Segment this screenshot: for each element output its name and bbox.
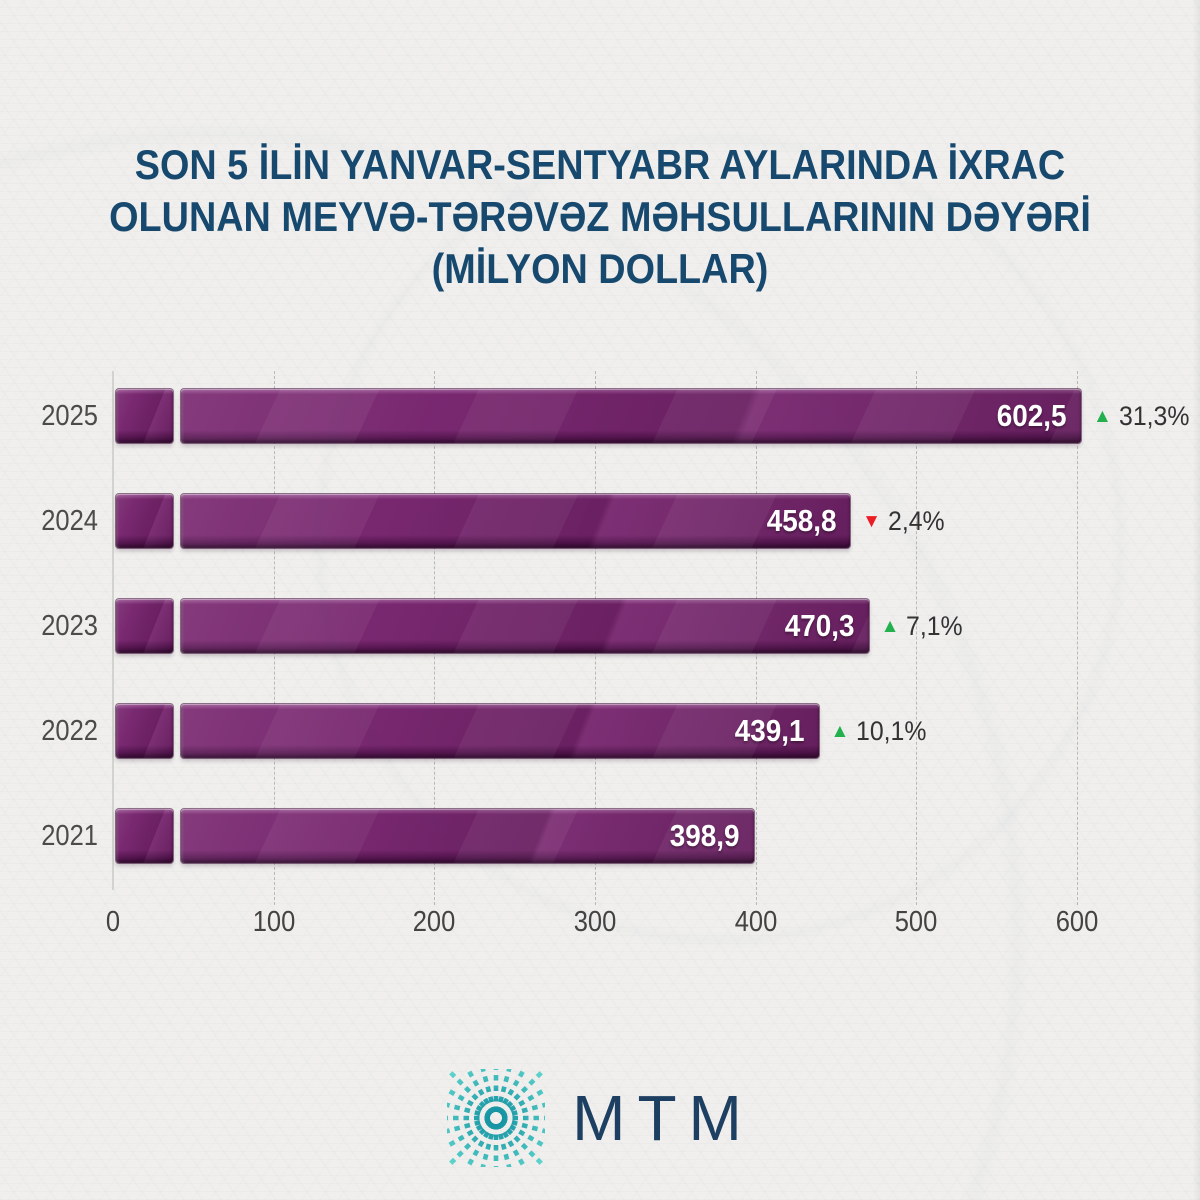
change-percent-label: 31,3% [1118,400,1190,431]
x-tick-label-500: 500 [895,906,938,938]
chart-row-2022: 2022 439,1 ▲ 10,1% [0,704,1200,758]
bar: 458,8 [181,494,851,548]
bar: 398,9 [181,809,754,863]
bar-value-label: 602,5 [997,398,1067,433]
bar-cap [116,494,173,548]
bar-value-label: 398,9 [670,818,740,853]
gridline-600 [1077,371,1078,905]
gridline-500 [916,371,918,905]
year-label: 2021 [41,820,98,852]
x-tick-label-300: 300 [573,906,617,938]
change-badge: ▼ 2,4% [862,494,949,548]
bar: 602,5 [181,389,1081,443]
chart-row-2025: 2025 602,5 ▲ 31,3% [0,389,1200,443]
x-tick-label-600: 600 [1055,906,1099,938]
bar-cap [116,809,173,863]
up-triangle-icon: ▲ [830,720,850,742]
mtm-logo: MTM [0,1066,1200,1170]
up-triangle-icon: ▲ [880,615,900,637]
change-percent-label: 10,1% [856,715,927,746]
x-tick-label-100: 100 [252,906,295,938]
mtm-starburst-icon [447,1069,546,1167]
change-percent-label: 2,4% [887,505,945,536]
bar-cap [116,704,173,758]
chart-title: SON 5 İLİN YANVAR-SENTYABR AYLARINDA İXR… [60,139,1140,295]
year-label: 2023 [41,610,98,642]
bar-cap [116,599,173,653]
chart-title-line-1: SON 5 İLİN YANVAR-SENTYABR AYLARINDA İXR… [134,141,1066,188]
y-axis-line [112,371,114,890]
bar: 470,3 [181,599,869,653]
year-label: 2022 [41,715,98,747]
change-percent-label: 7,1% [906,610,964,641]
chart-row-2021: 2021 398,9 [0,809,1200,863]
chart-title-line-3: (MİLYON DOLLAR) [431,245,769,292]
bar-cap [116,389,173,443]
change-badge: ▲ 31,3% [1093,389,1195,443]
x-tick-label-0: 0 [105,906,121,938]
bar-value-label: 470,3 [784,608,855,643]
year-label: 2025 [41,400,98,432]
chart-row-2024: 2024 458,8 ▼ 2,4% [0,494,1200,548]
chart-title-line-2: OLUNAN MEYVƏ-TƏRƏVƏZ MƏHSULLARININ DƏYƏR… [109,193,1091,240]
year-label: 2024 [41,505,98,537]
chart-row-2023: 2023 470,3 ▲ 7,1% [0,599,1200,653]
bar: 439,1 [181,704,819,758]
bar-value-label: 439,1 [734,713,805,748]
x-tick-label-400: 400 [734,906,777,938]
change-badge: ▲ 7,1% [881,599,968,653]
down-triangle-icon: ▼ [862,510,881,532]
bar-value-label: 458,8 [766,503,837,538]
x-tick-label-200: 200 [413,906,456,938]
change-badge: ▲ 10,1% [831,704,933,758]
up-triangle-icon: ▲ [1093,405,1112,427]
mtm-logo-text: MTM [572,1082,754,1154]
